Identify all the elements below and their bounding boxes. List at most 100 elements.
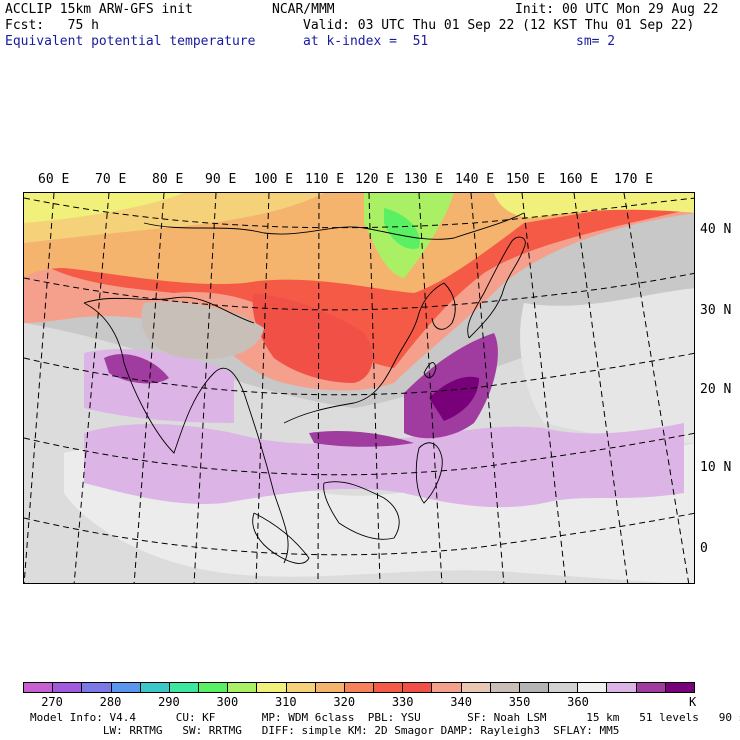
- colorbar-swatch: [53, 683, 83, 692]
- lon-line-170e: [623, 193, 690, 583]
- himalaya-border: [83, 296, 255, 324]
- colorbar-label: 360: [567, 695, 589, 709]
- lon-label-160e: 160 E: [559, 172, 599, 187]
- lon-line-140e: [470, 193, 505, 583]
- mongolia-border: [143, 212, 525, 240]
- colorbar-swatch: [24, 683, 54, 692]
- borneo-coast: [323, 481, 400, 540]
- lat-label-20n: 20 N: [700, 382, 732, 397]
- lon-line-80e: [133, 193, 165, 583]
- india-purple-core: [104, 354, 169, 384]
- lon-label-120e: 120 E: [355, 172, 395, 187]
- colorbar-unit: K: [689, 695, 697, 709]
- colorbar-swatch: [519, 683, 550, 692]
- lon-line-120e: [368, 193, 381, 583]
- lon-line-70e: [73, 193, 110, 583]
- lat-line-30n: [24, 272, 694, 311]
- model-info-line2: LW: RRTMG SW: RRTMG DIFF: simple KM: 2D …: [30, 724, 620, 737]
- colorbar-swatch: [403, 683, 433, 692]
- lon-line-110e: [317, 193, 320, 583]
- lon-line-60e: [24, 193, 55, 583]
- lon-line-160e: [573, 193, 629, 583]
- colorbar-label: 270: [41, 695, 63, 709]
- taiwan-coast: [423, 362, 437, 379]
- colorbar-swatch: [286, 683, 316, 692]
- model-info-line1: Model Info: V4.4 CU: KF MP: WDM 6class P…: [30, 711, 740, 724]
- colorbar-swatch: [344, 683, 375, 692]
- lat-line-40n: [24, 197, 694, 229]
- colorbar-swatch: [140, 683, 170, 692]
- lon-label-100e: 100 E: [254, 172, 294, 187]
- lon-label-130e: 130 E: [404, 172, 444, 187]
- colorbar-swatch: [169, 683, 200, 692]
- lon-line-90e: [193, 193, 217, 583]
- colorbar-swatch: [549, 683, 579, 692]
- smoothing: sm= 2: [576, 34, 616, 49]
- lon-label-80e: 80 E: [152, 172, 184, 187]
- colorbar-label: 320: [333, 695, 356, 709]
- pale-yellow-north: [24, 193, 184, 223]
- korea-coast: [431, 282, 456, 330]
- lat-label-40n: 40 N: [700, 222, 732, 237]
- colorbar-swatch: [607, 683, 637, 692]
- colorbar-swatch: [82, 683, 112, 692]
- lat-label-0: 0: [700, 541, 708, 556]
- colorbar-swatch: [199, 683, 229, 692]
- lon-line-130e: [418, 193, 443, 583]
- forecast-hour: Fcst: 75 h: [5, 18, 99, 33]
- colorbar-swatch: [374, 683, 404, 692]
- colorbar-label: 350: [508, 695, 531, 709]
- colorbar: [23, 682, 695, 693]
- colorbar-swatch: [636, 683, 666, 692]
- pacific-white-zone: [520, 288, 694, 443]
- theta-e-field: [24, 193, 694, 583]
- philippines-coast: [415, 442, 443, 504]
- lat-label-30n: 30 N: [700, 303, 732, 318]
- colorbar-swatch: [111, 683, 141, 692]
- green-plume-core: [384, 208, 420, 249]
- scs-purple-band: [309, 431, 414, 447]
- lon-label-110e: 110 E: [305, 172, 345, 187]
- lon-line-150e: [521, 193, 567, 583]
- colorbar-swatch: [228, 683, 258, 692]
- south-asia-coast: [83, 302, 289, 564]
- lon-label-170e: 170 E: [614, 172, 654, 187]
- colorbar-label: 310: [274, 695, 297, 709]
- lat-line-10n: [24, 432, 694, 476]
- colorbar-label: 290: [158, 695, 180, 709]
- colorbar-swatch: [490, 683, 520, 692]
- high-theta-zone: [84, 423, 684, 508]
- colorbar-swatch: [461, 683, 491, 692]
- colorbar-label: 330: [391, 695, 414, 709]
- model-title: ACCLIP 15km ARW-GFS init: [5, 2, 193, 17]
- sumatra-coast: [252, 512, 310, 564]
- colorbar-label: 340: [450, 695, 472, 709]
- init-time: Init: 00 UTC Mon 29 Aug 22: [515, 2, 719, 17]
- coastlines: [83, 212, 526, 564]
- map-panel: [23, 192, 695, 584]
- graticule: [24, 193, 694, 583]
- deep-purple-core: [429, 376, 479, 421]
- lon-label-150e: 150 E: [506, 172, 546, 187]
- japan-coast: [467, 236, 526, 339]
- lon-label-90e: 90 E: [205, 172, 237, 187]
- colorbar-swatch: [432, 683, 462, 692]
- lat-line-0: [24, 512, 694, 556]
- lon-label-140e: 140 E: [455, 172, 495, 187]
- lon-line-100e: [255, 193, 270, 583]
- lat-label-10n: 10 N: [700, 460, 732, 475]
- center-name: NCAR/MMM: [272, 2, 335, 17]
- china-coast: [283, 282, 445, 424]
- colorbar-label: 300: [216, 695, 239, 709]
- lat-line-20n: [24, 352, 694, 396]
- level-index: at k-index = 51: [303, 34, 429, 49]
- colorbar-swatch: [257, 683, 287, 692]
- valid-time: Valid: 03 UTC Thu 01 Sep 22 (12 KST Thu …: [303, 18, 695, 33]
- china-red-core: [252, 293, 373, 383]
- tibet-cool-zone: [141, 301, 264, 360]
- field-name: Equivalent potential temperature: [5, 34, 256, 49]
- colorbar-swatch: [578, 683, 608, 692]
- yellow-northeast: [494, 193, 694, 218]
- lon-label-60e: 60 E: [38, 172, 70, 187]
- lon-label-70e: 70 E: [95, 172, 127, 187]
